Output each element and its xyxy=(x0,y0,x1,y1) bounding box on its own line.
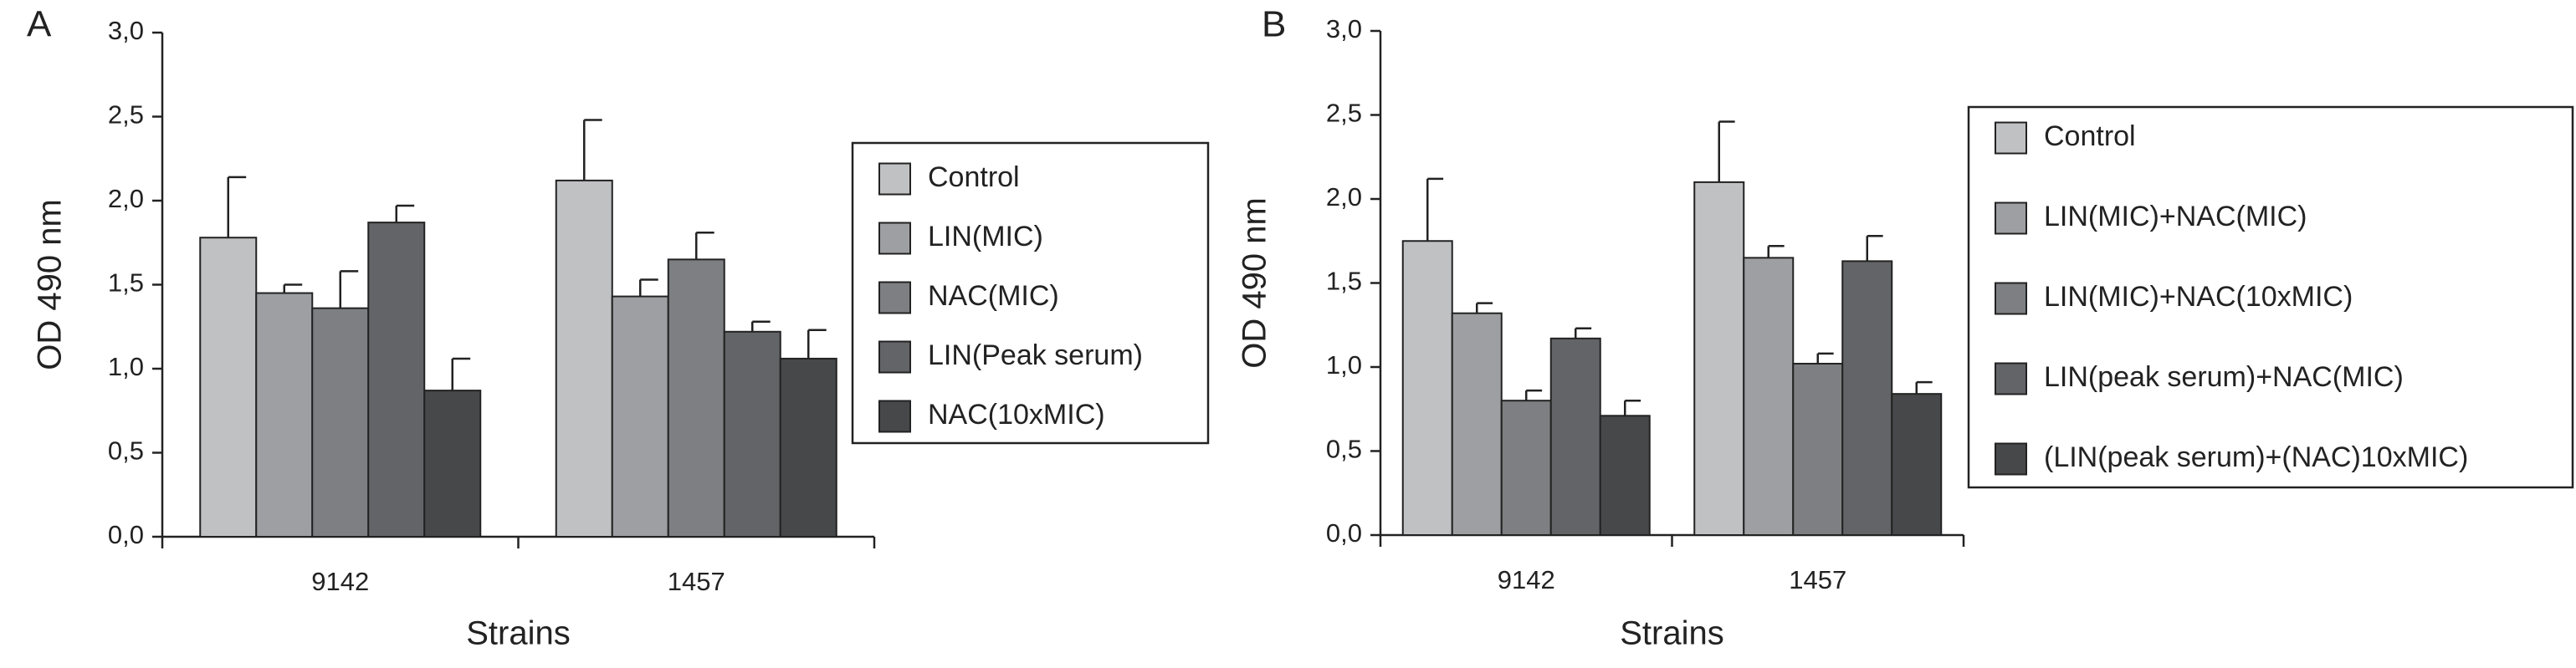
bar xyxy=(1841,260,1893,536)
legend-swatch xyxy=(1995,362,2027,395)
legend-swatch xyxy=(1995,282,2027,315)
bar xyxy=(1792,362,1844,537)
bar xyxy=(1743,257,1795,536)
legend-label: LIN(peak serum)+NAC(MIC) xyxy=(2044,361,2404,393)
error-bar xyxy=(751,320,771,332)
error-bar xyxy=(1915,380,1933,395)
panel: A 0,0 0,5 1,0 1,5 2,0 2,5 3,0 OD 490 nm 9142 1457 S… xyxy=(27,4,1210,652)
legend-label: LIN(Peak serum) xyxy=(928,339,1143,371)
legend-label: Control xyxy=(928,161,1020,193)
bar xyxy=(1693,181,1745,536)
x-tick-label: 9142 xyxy=(1498,565,1555,594)
bar xyxy=(1549,337,1601,536)
panel: B 0,0 0,5 1,0 1,5 2,0 2,5 3,0 OD 490 nm 9142 1457 S… xyxy=(1237,4,2574,652)
y-axis-title: OD 490 nm xyxy=(1237,197,1273,369)
legend-box xyxy=(1967,105,2574,489)
error-bar xyxy=(1624,399,1641,416)
bar xyxy=(1599,415,1651,537)
error-bar xyxy=(583,119,602,181)
legend-box xyxy=(851,141,1210,445)
y-tick-label: 3,0 xyxy=(1326,14,1362,43)
legend-swatch xyxy=(1995,121,2027,155)
bar xyxy=(1891,393,1943,536)
error-bar xyxy=(807,329,827,359)
y-tick-label: 0,0 xyxy=(108,520,144,549)
bar xyxy=(779,357,837,538)
legend-swatch xyxy=(878,340,911,374)
bar xyxy=(311,307,370,538)
bar xyxy=(723,330,781,538)
error-bar xyxy=(1866,234,1883,262)
y-axis-title: OD 490 nm xyxy=(32,199,69,370)
bar xyxy=(555,179,613,538)
error-bar xyxy=(1476,302,1493,314)
y-tick-label: 1,0 xyxy=(1326,350,1362,380)
error-bar xyxy=(639,278,658,297)
legend-label: NAC(10xMIC) xyxy=(928,399,1105,431)
panel-label: A xyxy=(27,4,52,45)
y-tick-label: 2,5 xyxy=(108,100,144,130)
y-tick-label: 0,5 xyxy=(108,436,144,466)
legend-swatch xyxy=(878,281,911,314)
bar xyxy=(423,390,482,538)
y-tick-label: 0,0 xyxy=(1326,518,1362,548)
error-bar xyxy=(1426,177,1444,242)
panel-label: B xyxy=(1262,4,1286,45)
x-tick-label: 1457 xyxy=(1789,565,1846,594)
error-bar xyxy=(395,204,415,223)
x-tick-label: 1457 xyxy=(668,567,725,596)
bar xyxy=(1401,240,1453,536)
y-tick-label: 1,0 xyxy=(108,352,144,381)
error-bar xyxy=(451,357,471,391)
y-tick-label: 2,5 xyxy=(1326,99,1362,128)
y-tick-label: 2,0 xyxy=(108,184,144,213)
error-bar xyxy=(1816,352,1834,364)
legend-label: LIN(MIC) xyxy=(928,221,1043,252)
legend-swatch xyxy=(878,222,911,255)
legend-swatch xyxy=(878,400,911,433)
legend-label: (LIN(peak serum)+(NAC)10xMIC) xyxy=(2044,441,2468,473)
legend-swatch xyxy=(1995,201,2027,235)
error-bar xyxy=(1767,245,1785,258)
bar xyxy=(199,237,258,538)
y-tick-label: 1,5 xyxy=(108,268,144,298)
bar xyxy=(667,258,725,538)
x-axis-title: Strains xyxy=(466,615,571,652)
bar xyxy=(367,222,426,538)
legend-label: LIN(MIC)+NAC(MIC) xyxy=(2044,201,2307,232)
bar xyxy=(255,292,314,538)
x-tick-label: 9142 xyxy=(311,567,369,596)
y-tick-label: 0,5 xyxy=(1326,435,1362,464)
legend-label: Control xyxy=(2044,120,2136,152)
legend-label: LIN(MIC)+NAC(10xMIC) xyxy=(2044,281,2353,313)
legend-label: NAC(MIC) xyxy=(928,280,1059,312)
y-tick-label: 1,5 xyxy=(1326,267,1362,296)
error-bar xyxy=(1718,120,1735,182)
y-tick-label: 3,0 xyxy=(108,16,144,45)
error-bar xyxy=(227,176,247,238)
legend-swatch xyxy=(1995,442,2027,476)
legend-swatch xyxy=(878,162,911,196)
error-bar xyxy=(283,283,303,293)
error-bar xyxy=(1575,327,1592,339)
error-bar xyxy=(695,231,714,260)
bar xyxy=(1451,312,1503,536)
error-bar xyxy=(1525,389,1543,401)
bar xyxy=(611,295,669,538)
bar xyxy=(1500,400,1552,537)
error-bar xyxy=(339,270,359,309)
x-axis-title: Strains xyxy=(1620,615,1724,652)
y-tick-label: 2,0 xyxy=(1326,182,1362,212)
